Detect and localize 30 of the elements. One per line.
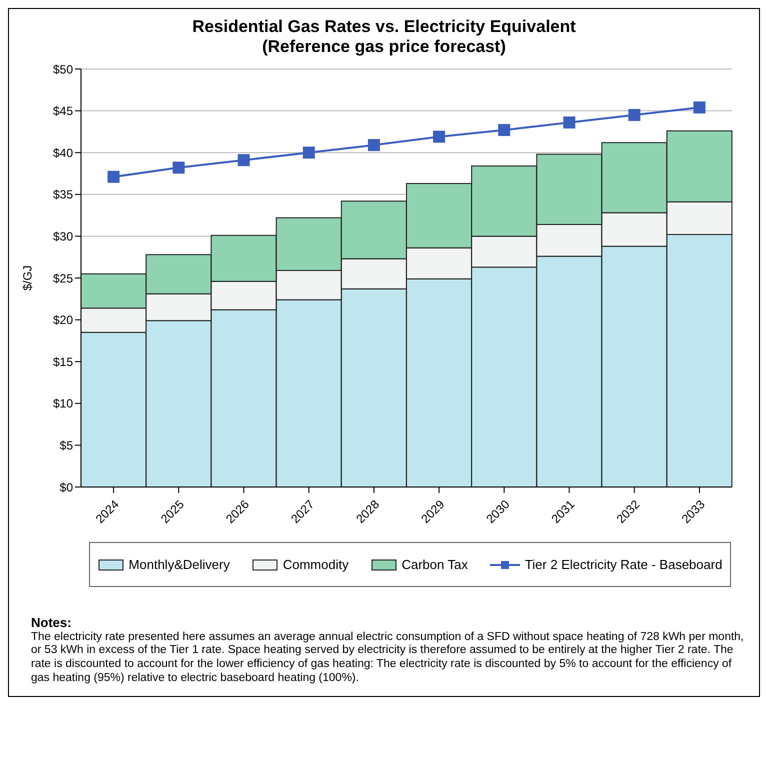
y-tick-label: $50 [52, 62, 74, 76]
y-tick-label: $30 [52, 229, 74, 244]
point [563, 116, 576, 129]
point [302, 146, 315, 159]
y-tick-label: $0 [60, 480, 74, 494]
chart-subtitle: (Reference gas price forecast) [261, 37, 507, 57]
y-tick-label: $5 [60, 438, 74, 452]
point [238, 154, 250, 166]
point [628, 108, 640, 121]
y-axis-title: $/GJ [20, 265, 34, 291]
text: Notes: [31, 615, 72, 631]
chart-title: Residential Gas Rates vs. Electricity Equivalent [191, 17, 577, 37]
point [498, 124, 510, 136]
point [368, 139, 380, 152]
text: The electricity rate presented here assumes an average annual electric consumption of a SFD without space heating of 728 kWh per month, or 53 kWh in excess of the Tier 1 rate. Space heating served by electricity is therefore assumed to be entirely at the higher Tier 2 rate. The rate is discounted to account for the lower efficiency of gas heating: The electricity rate is discounted by 5% to account for the efficiency of gas heating (95%) relative to electric baseboard heating (100%). [31, 630, 745, 686]
y-tick-label: $15 [52, 354, 74, 369]
legend-label: Tier 2 Electricity Rate - Baseboard [524, 557, 722, 572]
y-tick-label: $35 [52, 188, 74, 202]
y-tick-label: $25 [52, 271, 74, 286]
point [172, 162, 185, 174]
y-tick-label: $40 [52, 146, 74, 160]
y-tick-label: $20 [52, 313, 74, 328]
legend-label: Carbon Tax [402, 557, 468, 572]
point [693, 101, 706, 114]
legend-label: Monthly&Delivery [128, 557, 230, 572]
point [433, 130, 446, 143]
point [108, 170, 120, 183]
legend-label: Commodity [282, 557, 349, 572]
y-tick-label: $10 [52, 396, 74, 411]
y-tick-label: $45 [52, 104, 74, 118]
